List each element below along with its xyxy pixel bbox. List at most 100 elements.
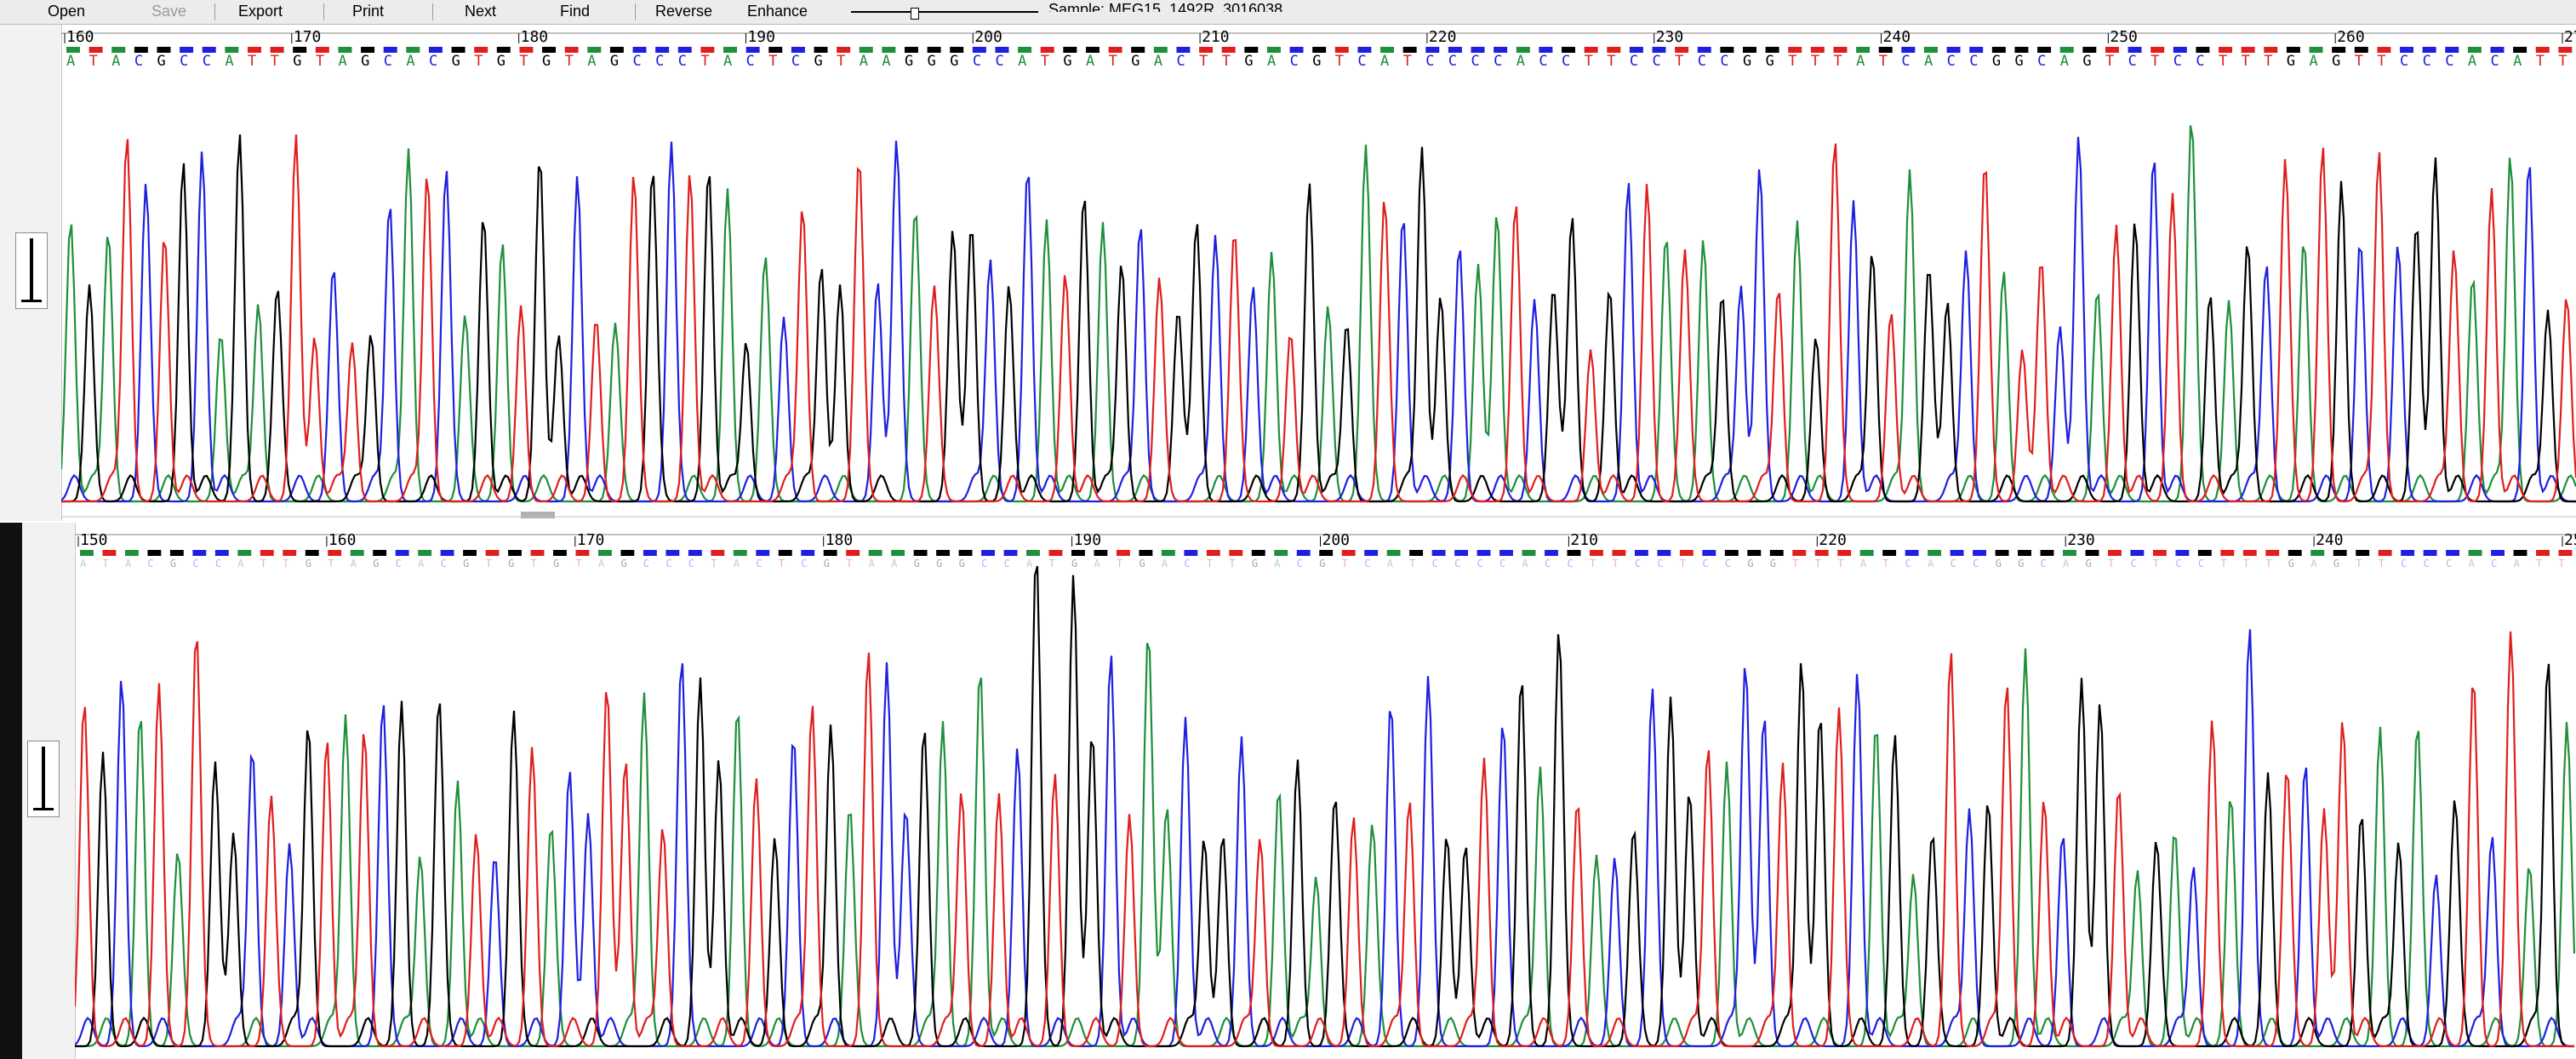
base-call: C (1969, 53, 1978, 70)
quality-bar (1973, 550, 1986, 556)
top-horizontal-scroll-thumb[interactable] (521, 512, 555, 518)
reverse-button[interactable]: Reverse (655, 3, 713, 20)
base-call: C (1951, 558, 1956, 570)
base-call: C (2175, 558, 2181, 570)
base-call: T (2536, 53, 2545, 70)
ruler-label: 210 (1570, 531, 1598, 549)
print-button[interactable]: Print (352, 3, 385, 20)
vertical-scale-icon[interactable] (15, 232, 48, 309)
base-call: T (846, 558, 852, 570)
quality-bar (1905, 550, 1919, 556)
quality-bar (823, 550, 837, 556)
top-quality-bars (66, 47, 2573, 53)
base-call: A (1516, 53, 1525, 70)
quality-bar (1199, 47, 1214, 53)
quality-bar (2490, 47, 2505, 53)
ruler-label: 260 (2337, 28, 2365, 46)
quality-bar (1153, 47, 1168, 53)
base-call: G (2085, 558, 2091, 570)
base-call: C (2173, 53, 2182, 70)
base-call: T (1675, 53, 1683, 70)
vertical-scale-icon[interactable] (27, 741, 60, 817)
base-call: A (860, 53, 868, 70)
base-call: G (157, 53, 165, 70)
quality-bar (1901, 47, 1916, 53)
quality-bar (700, 47, 715, 53)
base-call: C (1653, 53, 1661, 70)
base-call: C (801, 558, 807, 570)
quality-bar (575, 550, 590, 556)
base-call: T (519, 53, 528, 70)
base-call: T (1590, 558, 1596, 570)
base-call: T (1585, 53, 1593, 70)
base-call: G (170, 558, 176, 570)
sample-name: Sample: MEG15_1492R_3016038 (1048, 1, 1283, 12)
quality-bar (814, 47, 828, 53)
base-call: T (1833, 53, 1842, 70)
quality-bar (1312, 47, 1327, 53)
quality-bar (1878, 47, 1893, 53)
quality-bar (111, 47, 126, 53)
next-button[interactable]: Next (465, 3, 497, 20)
quality-bar (2310, 550, 2325, 556)
quality-bar (2264, 47, 2278, 53)
base-call: T (2153, 558, 2159, 570)
quality-bar (1634, 550, 1648, 556)
base-call: A (2060, 53, 2069, 70)
zoom-slider-track[interactable] (851, 11, 1038, 13)
base-call: A (66, 53, 75, 70)
quality-bar (2558, 550, 2573, 556)
quality-bar (2468, 550, 2482, 556)
save-button[interactable]: Save (151, 3, 187, 20)
base-call: A (2469, 558, 2476, 570)
base-call: A (2468, 53, 2476, 70)
quality-bar (2513, 550, 2527, 556)
base-call: G (936, 558, 942, 570)
quality-bar (2219, 47, 2233, 53)
quality-bar (1454, 550, 1469, 556)
quality-bar (2286, 47, 2300, 53)
base-call: C (1568, 558, 1574, 570)
zoom-slider-thumb[interactable] (911, 8, 919, 20)
base-call: A (1026, 558, 1033, 570)
base-call: G (1063, 53, 1071, 70)
base-call: G (497, 53, 505, 70)
base-call: G (1312, 53, 1321, 70)
quality-bar (428, 47, 443, 53)
export-button[interactable]: Export (238, 3, 283, 20)
ruler-label: 240 (2316, 531, 2344, 549)
quality-bar (270, 47, 284, 53)
base-call: T (2242, 53, 2250, 70)
base-call: A (598, 558, 605, 570)
base-call: C (384, 53, 392, 70)
base-call: C (2128, 53, 2137, 70)
base-call: T (474, 53, 483, 70)
find-button[interactable]: Find (560, 3, 591, 20)
open-button[interactable]: Open (48, 3, 86, 20)
quality-bar (1116, 550, 1130, 556)
base-call: C (2445, 53, 2453, 70)
quality-bar (1402, 47, 1417, 53)
base-call: C (2196, 53, 2204, 70)
base-call: G (824, 558, 830, 570)
quality-bar (542, 47, 557, 53)
base-call: G (1131, 53, 1139, 70)
quality-bar (553, 550, 567, 556)
quality-bar (2085, 550, 2099, 556)
base-call: C (192, 558, 198, 570)
quality-bar (2014, 47, 2029, 53)
base-call: G (508, 558, 514, 570)
base-call: T (2559, 558, 2565, 570)
toolbar-divider (214, 3, 215, 20)
base-call: C (1905, 558, 1911, 570)
base-call: G (610, 53, 619, 70)
base-call: T (779, 558, 785, 570)
base-call: T (1612, 558, 1618, 570)
base-call: C (1630, 53, 1638, 70)
enhance-button[interactable]: Enhance (747, 3, 808, 20)
base-call: C (1657, 558, 1663, 570)
quality-bar (1341, 550, 1356, 556)
quality-bar (1697, 47, 1711, 53)
quality-bar (1319, 550, 1334, 556)
base-call: T (2150, 53, 2159, 70)
